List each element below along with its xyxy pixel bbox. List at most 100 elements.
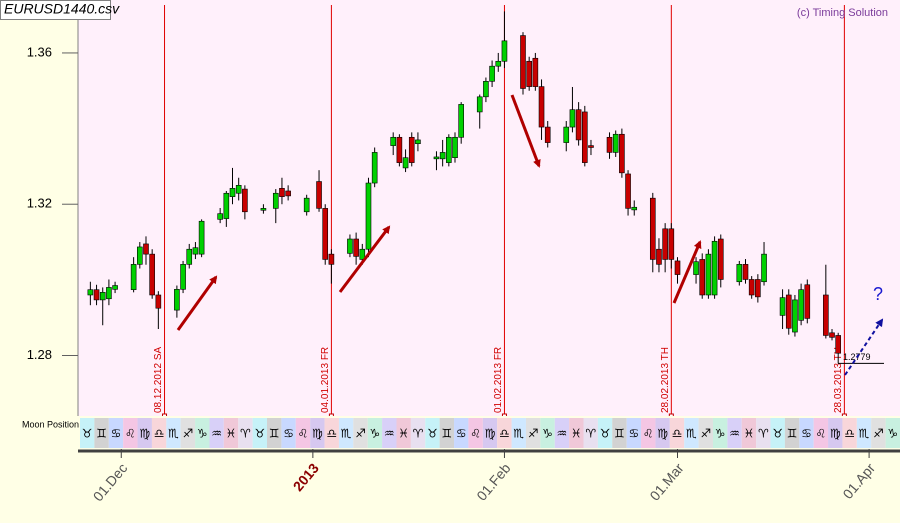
moon-sign: ♑ [887,427,898,441]
moon-cell [267,418,282,448]
candle-body [483,81,489,98]
candle-body [223,192,230,219]
moon-sign: ♋ [801,427,812,441]
candle-body [798,289,804,321]
candle-body [272,192,279,209]
candle-body [322,208,329,260]
moon-cell [439,418,455,448]
candle-body [143,243,149,255]
moon-cell [468,418,483,448]
moon-cell [770,418,785,448]
candle-body [192,247,199,255]
moon-cell [425,418,440,448]
candle-body [353,238,359,257]
moon-cell [842,418,857,448]
moon-sign: ♏ [341,427,352,441]
moon-cell [180,418,196,448]
candle-body [260,208,267,211]
candle-body [711,240,718,296]
candle-body [137,246,143,265]
candle-body [705,253,712,296]
moon-sign: ♐ [355,427,366,441]
moon-sign: ♏ [513,427,524,441]
credit: (c) Timing Solution [797,7,888,19]
moon-cell [540,418,555,448]
candle-body [619,133,625,174]
candle-body [532,57,539,87]
moon-sign: ♑ [715,427,726,441]
moon-cell [669,418,685,448]
candles-layer: 1.2779 [87,11,884,364]
moon-sign: ♉ [82,427,93,441]
candle-body [501,40,508,62]
candle-body [606,136,613,153]
trend-arrow [672,240,702,304]
moon-cell [727,418,742,448]
moon-cell [741,418,757,448]
moon-sign: ♎ [154,427,165,441]
moon-sign: ♉ [427,427,438,441]
moon-cell [454,418,469,448]
candle-body [779,297,786,316]
candle-body [631,206,638,211]
candle-body [229,188,236,197]
marker-label: 28.03.2013 TH [833,347,844,413]
candle-body [785,294,792,329]
moon-cell [382,418,397,448]
moon-sign: ♏ [859,427,870,441]
moon-cell [123,418,138,448]
moon-sign: ♑ [370,427,381,441]
moon-cell [569,418,584,448]
moon-cell [410,418,426,448]
moon-sign: ♑ [542,427,553,441]
candle-body [674,260,681,275]
candle-body [538,86,545,128]
marker-label: 08.12.2012 SA [153,347,164,413]
candle-body [829,332,835,338]
candle-body [285,190,291,197]
title-box [0,0,111,20]
candle-body [544,126,551,143]
moon-cell [195,418,210,448]
candle-body [668,228,675,260]
candle-body [526,60,532,87]
candle-body [93,289,100,301]
moon-cell [324,418,339,448]
candle-body [656,248,662,265]
moon-cell [295,418,311,448]
moon-sign: ♐ [528,427,539,441]
candle-body [755,279,761,298]
moon-cell [712,418,728,448]
moon-sign: ♓ [571,427,582,441]
candle-body [316,181,322,209]
moon-sign: ♑ [197,427,208,441]
moon-cell [554,418,570,448]
moon-sign: ♎ [499,427,510,441]
moon-sign: ♈ [758,427,769,441]
moon-sign: ♓ [398,427,409,441]
moon-cell [151,418,167,448]
candle-body [439,152,446,160]
candle-body [112,285,118,290]
candle-body [476,96,483,113]
candle-body [99,292,106,301]
moon-cell [223,418,239,448]
moon-cell [209,418,224,448]
moon-sign: ♌ [125,427,136,441]
moon-cell [583,418,598,448]
candle-body [761,253,767,283]
candle-body [588,145,594,148]
candle-body [180,264,186,290]
moon-sign: ♍ [485,427,496,441]
moon-cell [166,418,181,448]
moon-sign: ♍ [139,427,150,441]
moon-sign: ♋ [283,427,294,441]
moon-cell [525,418,541,448]
candle-body [328,253,335,265]
moon-sign: ♊ [787,427,798,441]
candle-body [569,109,576,128]
candle-body [823,294,829,336]
moon-cell [396,418,411,448]
candle-body [495,60,502,67]
